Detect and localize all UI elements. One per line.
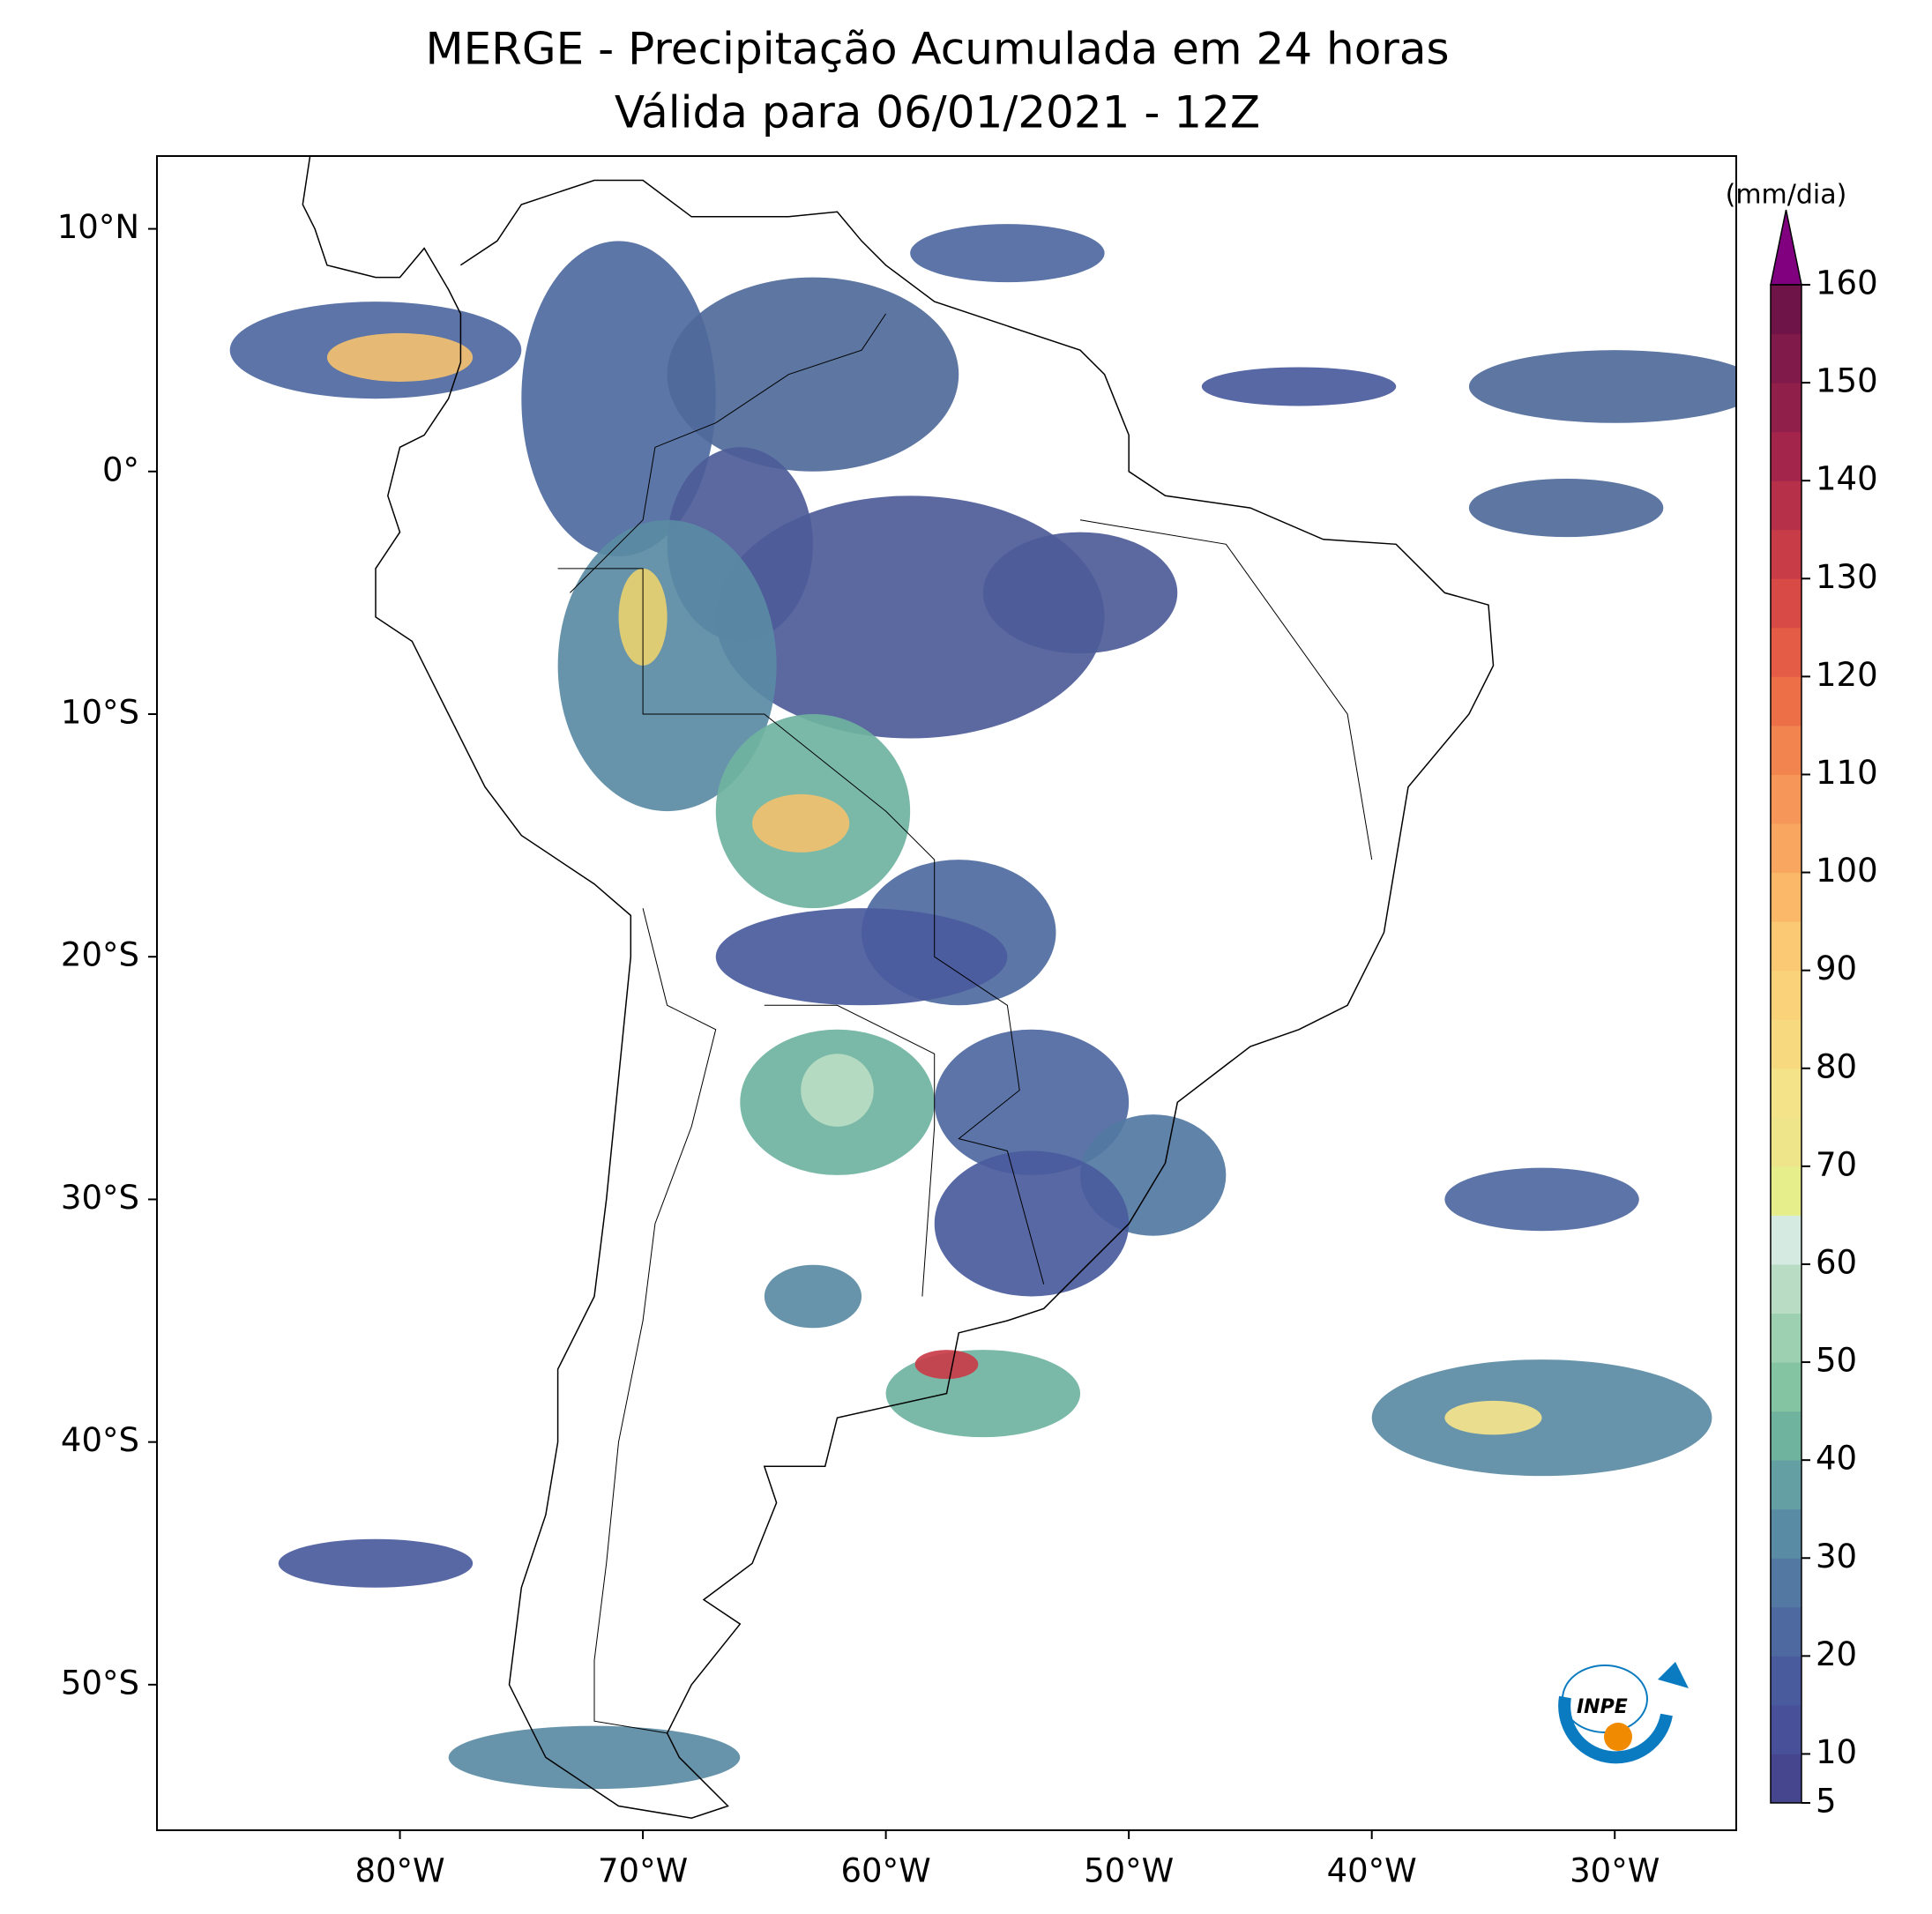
y-tick-label: 50°S bbox=[61, 1664, 139, 1702]
precip-area bbox=[764, 1264, 862, 1329]
coastline bbox=[302, 156, 1495, 1819]
precip-area bbox=[910, 224, 1105, 283]
colorbar-band bbox=[1771, 1166, 1801, 1216]
border bbox=[593, 908, 717, 1734]
colorbar-tick-label: 70 bbox=[1816, 1145, 1857, 1183]
precip-area bbox=[1371, 1359, 1712, 1477]
colorbar-band bbox=[1771, 529, 1801, 579]
precip-area bbox=[715, 908, 1008, 1006]
colorbar-band bbox=[1771, 1068, 1801, 1118]
precip-area bbox=[1468, 479, 1664, 538]
y-tick-label: 20°S bbox=[61, 936, 139, 974]
colorbar-band bbox=[1771, 1019, 1801, 1069]
precip-area bbox=[1201, 367, 1397, 406]
colorbar-extend bbox=[1770, 209, 1802, 286]
colorbar-band bbox=[1771, 285, 1801, 335]
precip-area bbox=[448, 1725, 741, 1790]
map-frame bbox=[156, 155, 1737, 1831]
colorbar-tick-label: 120 bbox=[1816, 656, 1878, 694]
logo: INPE bbox=[1558, 1662, 1689, 1764]
colorbar-tick-label: 150 bbox=[1816, 362, 1878, 400]
colorbar-tick-label: 10 bbox=[1816, 1733, 1857, 1771]
x-tick-label: 80°W bbox=[354, 1852, 444, 1890]
precip-area bbox=[667, 277, 959, 472]
colorbar-frame bbox=[1770, 284, 1802, 1804]
colorbar-tick-label: 5 bbox=[1816, 1783, 1837, 1821]
y-tick-label: 10°N bbox=[57, 208, 139, 246]
y-tick-label: 40°S bbox=[61, 1421, 139, 1459]
border bbox=[764, 1004, 936, 1297]
precip-area bbox=[914, 1350, 979, 1380]
colorbar-band bbox=[1771, 1460, 1801, 1510]
precip-area bbox=[326, 332, 474, 382]
colorbar-band bbox=[1771, 1704, 1801, 1754]
y-tick-label: 0° bbox=[102, 451, 139, 488]
colorbar-band bbox=[1771, 578, 1801, 629]
colorbar-tick-label: 90 bbox=[1816, 950, 1857, 987]
colorbar-tick-label: 140 bbox=[1816, 460, 1878, 498]
precip-area bbox=[934, 1029, 1130, 1175]
precip-area bbox=[1444, 1400, 1542, 1435]
colorbar-band bbox=[1771, 1117, 1801, 1167]
precip-area bbox=[752, 793, 850, 853]
colorbar-tick-label: 50 bbox=[1816, 1342, 1857, 1380]
colorbar-tick-label: 60 bbox=[1816, 1243, 1857, 1281]
colorbar-band bbox=[1771, 921, 1801, 972]
x-tick-label: 70°W bbox=[598, 1852, 688, 1890]
colorbar-band bbox=[1771, 1656, 1801, 1706]
colorbar-band bbox=[1771, 676, 1801, 726]
precip-area bbox=[557, 519, 777, 812]
map bbox=[229, 156, 1736, 1819]
colorbar-band bbox=[1771, 970, 1801, 1020]
colorbar-band bbox=[1771, 725, 1801, 775]
border bbox=[1079, 519, 1373, 860]
colorbar-band bbox=[1771, 333, 1801, 384]
border bbox=[570, 313, 887, 593]
precip-area bbox=[885, 1350, 1081, 1438]
colorbar-band bbox=[1771, 627, 1801, 677]
colorbar-tick-label: 30 bbox=[1816, 1538, 1857, 1575]
x-tick-label: 30°W bbox=[1570, 1852, 1660, 1890]
y-tick-label: 10°S bbox=[61, 694, 139, 732]
colorbar-band bbox=[1771, 872, 1801, 922]
colorbar-band bbox=[1771, 1362, 1801, 1412]
colorbar-band bbox=[1771, 1754, 1801, 1804]
precip-area bbox=[982, 532, 1178, 654]
colorbar-band bbox=[1771, 1215, 1801, 1265]
colorbar-tick-label: 110 bbox=[1816, 754, 1878, 792]
x-tick-label: 50°W bbox=[1084, 1852, 1174, 1890]
subtitle: Válida para 06/01/2021 - 12Z bbox=[615, 87, 1260, 138]
colorbar-tick-label: 80 bbox=[1816, 1047, 1857, 1085]
precip-area bbox=[521, 241, 716, 557]
precip-area bbox=[801, 1054, 874, 1127]
colorbar-band bbox=[1771, 1263, 1801, 1314]
title: MERGE - Precipitação Acumulada em 24 hor… bbox=[425, 24, 1449, 75]
colorbar-tick-label: 40 bbox=[1816, 1440, 1857, 1478]
colorbar-tick-label: 160 bbox=[1816, 264, 1878, 302]
x-tick-label: 40°W bbox=[1327, 1852, 1417, 1890]
precip-area bbox=[278, 1538, 474, 1588]
precip-area bbox=[1444, 1167, 1639, 1232]
colorbar-band bbox=[1771, 823, 1801, 874]
colorbar-band bbox=[1771, 1606, 1801, 1657]
colorbar-band bbox=[1771, 774, 1801, 824]
precip-area bbox=[1468, 350, 1736, 423]
precip-area bbox=[934, 1151, 1130, 1297]
colorbar-tick-label: 20 bbox=[1816, 1635, 1857, 1673]
border bbox=[557, 568, 1045, 1285]
colorbar-band bbox=[1771, 480, 1801, 531]
colorbar-band bbox=[1771, 383, 1801, 433]
colorbar-label: (mm/dia) bbox=[1726, 180, 1847, 211]
x-tick-label: 60°W bbox=[841, 1852, 931, 1890]
colorbar-band bbox=[1771, 1313, 1801, 1363]
colorbar-tick-label: 100 bbox=[1816, 852, 1878, 890]
colorbar-tick-label: 130 bbox=[1816, 558, 1878, 596]
colorbar-band bbox=[1771, 1508, 1801, 1559]
colorbar-band bbox=[1771, 1558, 1801, 1608]
colorbar-band bbox=[1771, 1411, 1801, 1461]
y-tick-label: 30°S bbox=[61, 1179, 139, 1217]
logo-text: INPE bbox=[1577, 1696, 1628, 1718]
colorbar-band bbox=[1771, 431, 1801, 481]
